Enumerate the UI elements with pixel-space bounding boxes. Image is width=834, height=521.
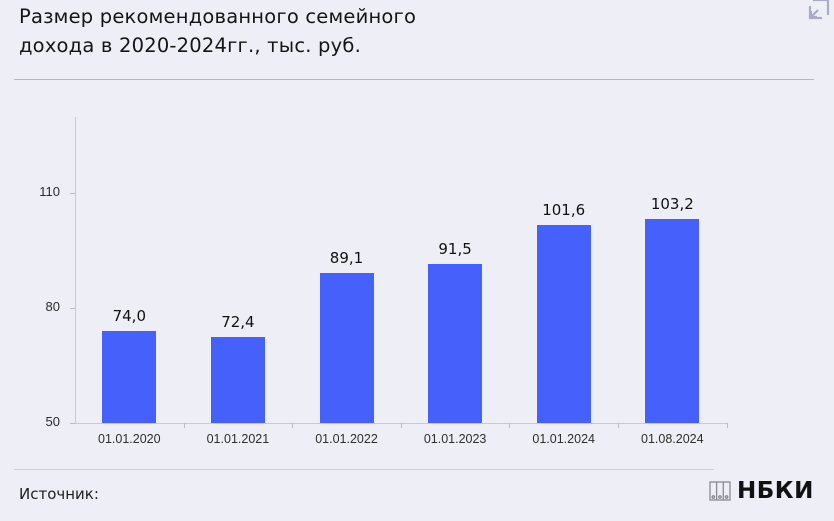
x-tick-label: 01.08.2024 xyxy=(641,432,704,446)
title-divider xyxy=(14,79,814,80)
bar[interactable] xyxy=(102,331,157,423)
x-tick-label: 01.01.2023 xyxy=(423,432,487,446)
x-tick xyxy=(618,423,619,428)
bar[interactable] xyxy=(645,219,700,423)
expand-icon[interactable] xyxy=(806,0,832,22)
x-tick-label: 01.01.2020 xyxy=(98,432,161,446)
x-tick xyxy=(400,423,402,428)
y-tick-label: 110 xyxy=(39,184,60,199)
bar-value-label: 89,1 xyxy=(329,249,364,268)
bar[interactable] xyxy=(319,273,374,423)
chart-title: Размер рекомендованного семейного дохода… xyxy=(19,2,579,60)
x-tick-label: 01.01.2022 xyxy=(315,432,378,446)
bar[interactable] xyxy=(428,263,483,423)
y-tick xyxy=(70,193,75,194)
bar[interactable] xyxy=(210,337,265,423)
bar-value-label: 101,6 xyxy=(542,201,586,220)
brand-name: НБКИ xyxy=(737,478,814,504)
source-label: Источник: xyxy=(19,485,99,503)
bar-value-label: 72,4 xyxy=(221,313,255,332)
chart-title-line-2: дохода в 2020-2024гг., тыс. руб. xyxy=(19,34,361,57)
bar-value-label: 103,2 xyxy=(650,195,694,214)
nbki-logo-icon xyxy=(709,481,731,501)
chart-title-line-1: Размер рекомендованного семейного xyxy=(19,5,417,28)
y-tick xyxy=(70,308,75,309)
y-tick-label: 50 xyxy=(45,414,60,429)
bar-value-label: 74,0 xyxy=(112,307,146,325)
x-tick xyxy=(509,423,511,428)
brand-logo: НБКИ xyxy=(709,478,814,504)
y-tick xyxy=(70,423,75,424)
x-tick xyxy=(183,423,185,428)
bar[interactable] xyxy=(536,225,591,423)
bar-value-label: 91,5 xyxy=(438,239,472,258)
bar-chart: 50 80 110 74,0 01.01.2020 72,4 01.01.2021 89,1 0… xyxy=(39,117,728,446)
x-tick xyxy=(726,423,728,428)
x-tick-label: 01.01.2024 xyxy=(532,432,595,446)
x-tick-label: 01.01.2021 xyxy=(206,432,270,446)
y-tick-label: 80 xyxy=(45,299,60,314)
footer-divider xyxy=(14,469,714,470)
x-tick xyxy=(292,423,294,428)
y-axis-line xyxy=(75,117,76,424)
